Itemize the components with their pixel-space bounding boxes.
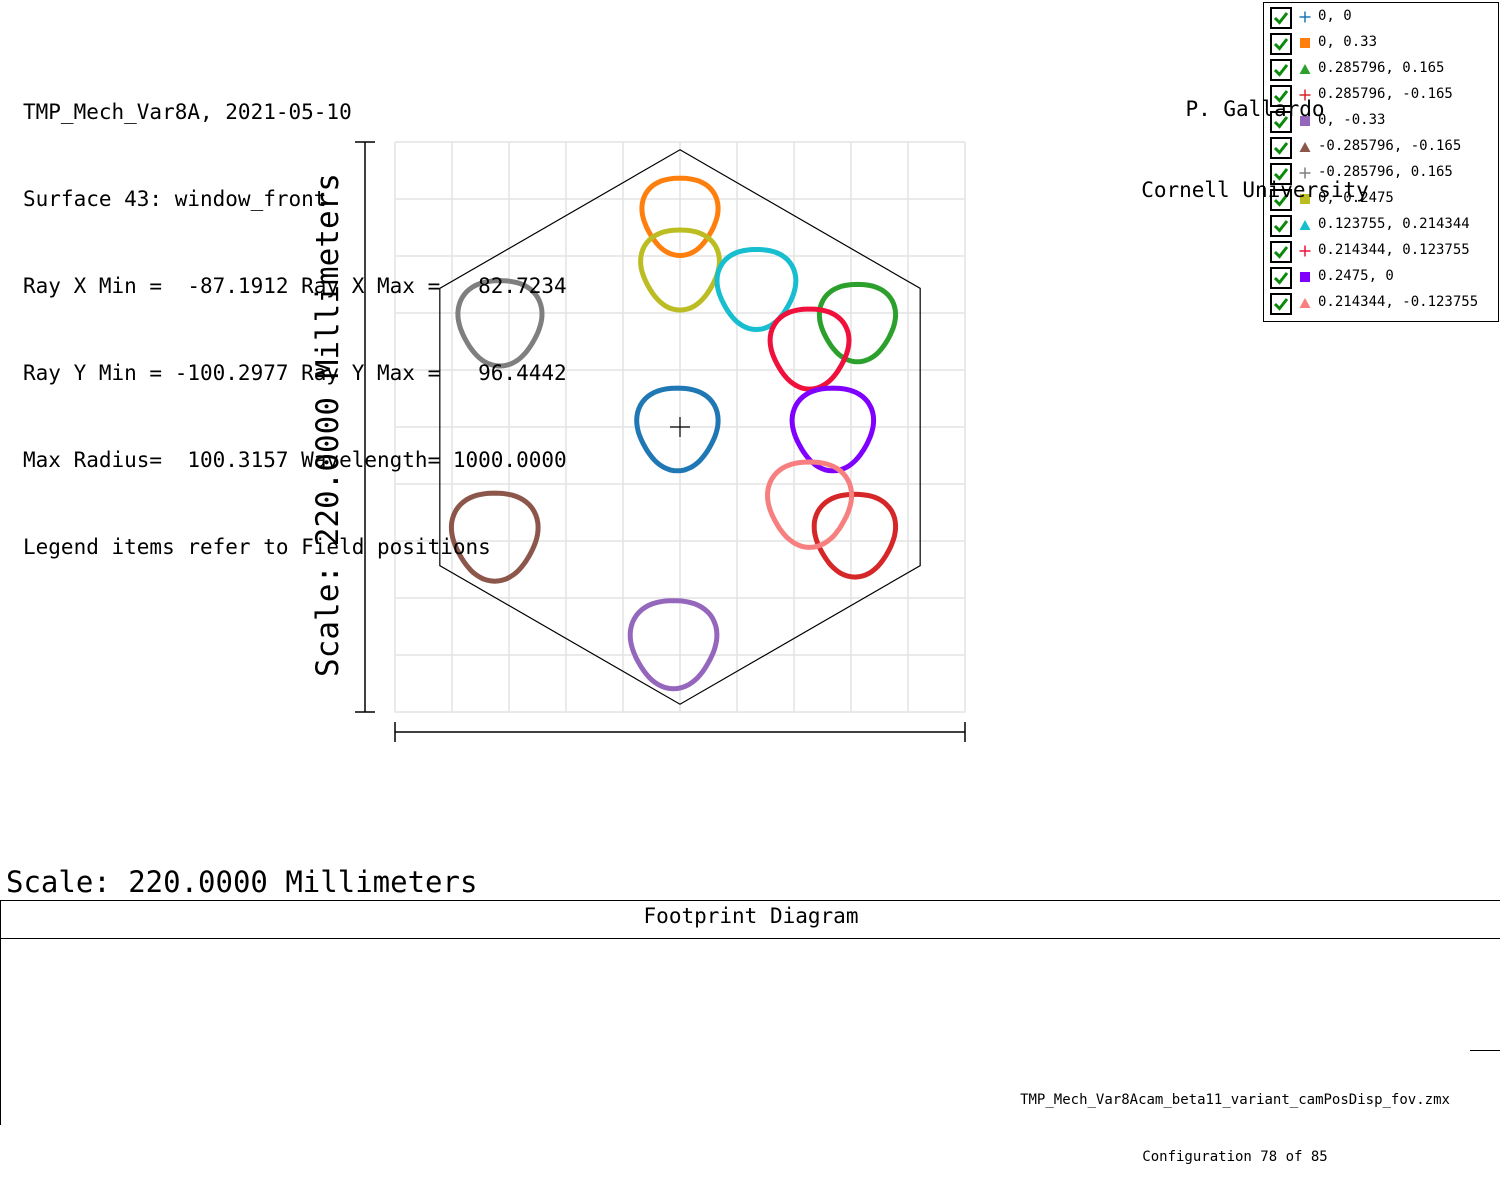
info-line-legend-note: Legend items refer to Field positions (23, 535, 491, 559)
legend-label: 0.214344, 0.123755 (1318, 242, 1470, 258)
legend-item[interactable]: 0.285796, -0.165 (1268, 83, 1496, 109)
legend-item[interactable]: 0.2475, 0 (1268, 265, 1496, 291)
legend-checkbox[interactable] (1270, 241, 1292, 263)
check-icon (1273, 90, 1289, 103)
check-icon (1273, 194, 1289, 207)
info-line-ray-y: Ray Y Min = -100.2977 Ray Y Max = 96.444… (23, 361, 567, 385)
square-marker-icon (1298, 113, 1312, 127)
legend-item[interactable]: 0.214344, 0.123755 (1268, 239, 1496, 265)
legend-label: -0.285796, -0.165 (1318, 138, 1462, 154)
author-block: P. Gallardo Cornell University (1010, 42, 1500, 231)
footprint-5 (627, 598, 720, 692)
info-line-ray-x: Ray X Min = -87.1912 Ray X Max = 82.7234 (23, 274, 567, 298)
author-institution: Cornell University (1141, 178, 1369, 202)
triangle-marker-icon (1298, 61, 1312, 75)
cross-marker-icon (1298, 9, 1312, 23)
configuration-label: Configuration 78 of 85 (1142, 1149, 1328, 1165)
square-marker-icon (1298, 191, 1312, 205)
legend-item[interactable]: -0.285796, -0.165 (1268, 135, 1496, 161)
footprint-plot: Scale: 220.0000 Millimeters (310, 141, 966, 742)
legend-label: 0.2475, 0 (1318, 268, 1394, 284)
legend-label: 0.123755, 0.214344 (1318, 216, 1470, 232)
check-icon (1273, 12, 1289, 25)
triangle-marker-icon (1298, 139, 1312, 153)
info-line-surface: Surface 43: window_front (23, 187, 327, 211)
file-divider (1470, 1050, 1500, 1051)
footprint-1 (634, 385, 721, 474)
triangle-marker-icon (1298, 295, 1312, 309)
legend-label: 0.285796, -0.165 (1318, 86, 1453, 102)
square-marker-icon (1298, 269, 1312, 283)
triangle-marker-icon (1298, 217, 1312, 231)
legend-item[interactable]: 0.285796, 0.165 (1268, 57, 1496, 83)
legend-checkbox[interactable] (1270, 137, 1292, 159)
check-icon (1273, 272, 1289, 285)
legend-checkbox[interactable] (1270, 85, 1292, 107)
footprint-10 (767, 306, 852, 392)
square-marker-icon (1298, 35, 1312, 49)
legend-checkbox[interactable] (1270, 59, 1292, 81)
legend-checkbox[interactable] (1270, 111, 1292, 133)
legend-checkbox[interactable] (1270, 215, 1292, 237)
legend-label: 0, 0 (1318, 8, 1352, 24)
legend-item[interactable]: 0, 0.2475 (1268, 187, 1496, 213)
legend-item[interactable]: 0.214344, -0.123755 (1268, 291, 1496, 317)
check-icon (1273, 298, 1289, 311)
check-icon (1273, 64, 1289, 77)
footprint-3 (816, 281, 899, 365)
file-block: TMP_Mech_Var8Acam_beta11_variant_camPosD… (1000, 1053, 1470, 1186)
author-name: P. Gallardo (1185, 97, 1325, 121)
legend-checkbox[interactable] (1270, 33, 1292, 55)
footprint-8 (638, 227, 722, 313)
footprint-2 (639, 175, 721, 259)
plus-marker-icon (1298, 243, 1312, 257)
check-icon (1273, 38, 1289, 51)
aperture-hexagon (439, 149, 921, 705)
footprint-11 (789, 385, 877, 474)
plot-axes (355, 141, 966, 742)
legend-label: 0, 0.33 (1318, 34, 1378, 50)
info-line-radius: Max Radius= 100.3157 Wavelength= 1000.00… (23, 448, 567, 472)
file-name: TMP_Mech_Var8Acam_beta11_variant_camPosD… (1020, 1092, 1450, 1108)
check-icon (1273, 246, 1289, 259)
info-panel: Footprint Diagram (0, 900, 1500, 1125)
check-icon (1273, 142, 1289, 155)
legend-checkbox[interactable] (1270, 267, 1292, 289)
scale-label: Scale: 220.0000 Millimeters (6, 865, 478, 899)
footprint-4 (811, 491, 899, 580)
legend-item[interactable]: 0, -0.33 (1268, 109, 1496, 135)
plus-marker-icon (1298, 87, 1312, 101)
check-icon (1273, 220, 1289, 233)
chief-ray-marker (670, 417, 690, 437)
diagram-title: Footprint Diagram (1, 901, 1500, 939)
legend-label: 0.285796, 0.165 (1318, 60, 1445, 76)
legend-checkbox[interactable] (1270, 163, 1292, 185)
legend-checkbox[interactable] (1270, 293, 1292, 315)
plus-marker-icon (1298, 165, 1312, 179)
legend-checkbox[interactable] (1270, 189, 1292, 211)
legend-checkbox[interactable] (1270, 7, 1292, 29)
y-axis-label: Scale: 220.0000 Millimeters (310, 173, 346, 677)
legend-item[interactable]: -0.285796, 0.165 (1268, 161, 1496, 187)
legend-label: -0.285796, 0.165 (1318, 164, 1453, 180)
legend: 0, 0 0, 0.33 0.285796, 0.165 0.285796, -0.1… (1263, 2, 1499, 322)
legend-label: 0, 0.2475 (1318, 190, 1394, 206)
check-icon (1273, 168, 1289, 181)
footprint-7 (455, 278, 545, 369)
legend-label: 0, -0.33 (1318, 112, 1386, 128)
info-line-design: TMP_Mech_Var8A, 2021-05-10 (23, 100, 352, 124)
info-text: TMP_Mech_Var8A, 2021-05-10 Surface 43: w… (23, 40, 567, 591)
legend-item[interactable]: 0.123755, 0.214344 (1268, 213, 1496, 239)
legend-item[interactable]: 0, 0.33 (1268, 31, 1496, 57)
footprint-12 (764, 459, 855, 550)
plot-grid (394, 141, 966, 713)
legend-label: 0.214344, -0.123755 (1318, 294, 1479, 310)
legend-item[interactable]: 0, 0 (1268, 5, 1496, 31)
footprint-series (448, 175, 899, 692)
footprint-6 (448, 490, 541, 584)
check-icon (1273, 116, 1289, 129)
